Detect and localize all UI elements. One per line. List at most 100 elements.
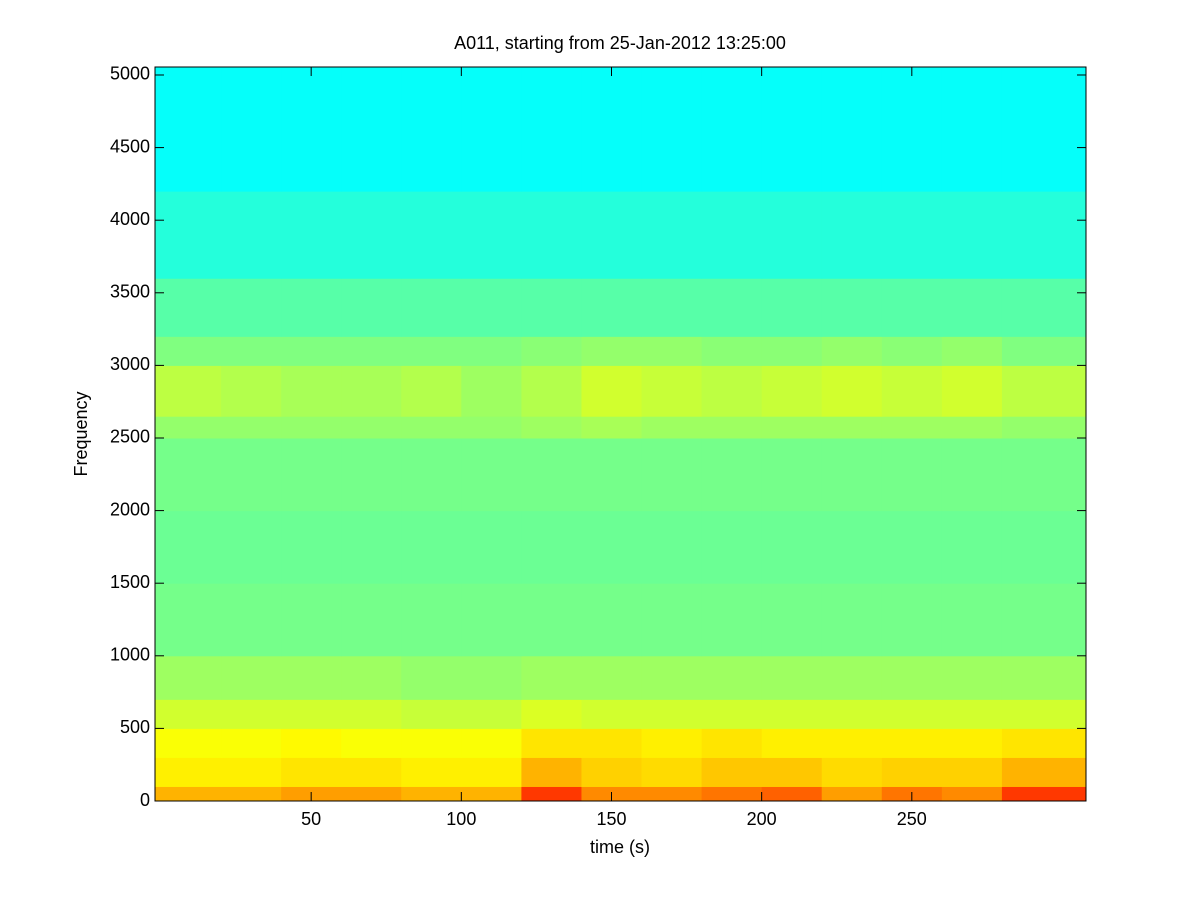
cell [761, 510, 823, 584]
cell [641, 757, 703, 787]
cell [641, 365, 703, 417]
cell [941, 437, 1003, 512]
cell [941, 583, 1003, 657]
cell [281, 67, 342, 192]
cell [221, 757, 282, 787]
cell [941, 728, 1003, 758]
cell [821, 365, 883, 417]
cell [941, 655, 1003, 700]
heatmap [155, 67, 1087, 802]
cell [221, 191, 282, 279]
cell [461, 757, 522, 787]
cell [155, 786, 222, 802]
cell [641, 336, 703, 366]
cell [1001, 67, 1087, 192]
cell [581, 510, 643, 584]
y-tick-label: 1000 [110, 645, 150, 665]
cell [641, 67, 703, 192]
cell [881, 437, 943, 512]
y-axis-label: Frequency [71, 391, 91, 476]
cell [581, 336, 643, 366]
y-tick-label: 2000 [110, 499, 150, 519]
cell [1001, 336, 1087, 366]
x-tick-label: 50 [301, 809, 321, 829]
cell [341, 699, 402, 729]
cell [581, 699, 643, 729]
cell [761, 786, 823, 802]
y-tick-label: 3000 [110, 354, 150, 374]
cell [581, 278, 643, 337]
cell [401, 583, 462, 657]
cell [821, 416, 883, 439]
cell [581, 655, 643, 700]
cell [521, 336, 582, 366]
cell [155, 67, 222, 192]
cell [155, 336, 222, 366]
cell [641, 583, 703, 657]
cell [281, 416, 342, 439]
cell [581, 757, 643, 787]
cell [881, 699, 943, 729]
x-tick-label: 150 [596, 809, 626, 829]
cell [461, 416, 522, 439]
cell [1001, 191, 1087, 279]
cell [701, 510, 763, 584]
cell [155, 510, 222, 584]
cell [341, 757, 402, 787]
cell [941, 699, 1003, 729]
cell [581, 416, 643, 439]
cell [941, 510, 1003, 584]
cell [521, 728, 582, 758]
cell [821, 278, 883, 337]
cell [701, 728, 763, 758]
cell [761, 583, 823, 657]
cell [401, 655, 462, 700]
cell [461, 583, 522, 657]
cell [461, 728, 522, 758]
cell [281, 365, 342, 417]
cell [461, 67, 522, 192]
cell [401, 416, 462, 439]
cell [1001, 699, 1087, 729]
cell [941, 191, 1003, 279]
cell [341, 510, 402, 584]
cell [821, 655, 883, 700]
cell [641, 437, 703, 512]
y-tick-label: 2500 [110, 427, 150, 447]
cell [281, 191, 342, 279]
cell [701, 67, 763, 192]
cell [341, 583, 402, 657]
cell [881, 416, 943, 439]
cell [1001, 510, 1087, 584]
y-tick-label: 4500 [110, 136, 150, 156]
cell [641, 191, 703, 279]
y-tick-label: 3500 [110, 282, 150, 302]
cell [581, 191, 643, 279]
cell [221, 437, 282, 512]
chart-title: A011, starting from 25-Jan-2012 13:25:00 [454, 33, 786, 53]
cell [461, 365, 522, 417]
cell [281, 583, 342, 657]
cell [761, 67, 823, 192]
cell [281, 728, 342, 758]
cell [821, 437, 883, 512]
cell [401, 786, 462, 802]
cell [821, 757, 883, 787]
cell [701, 416, 763, 439]
cell [281, 336, 342, 366]
cell [701, 437, 763, 512]
y-tick-label: 4000 [110, 209, 150, 229]
cell [1001, 757, 1087, 787]
cell [521, 699, 582, 729]
cell [821, 728, 883, 758]
cell [821, 583, 883, 657]
cell [521, 278, 582, 337]
cell [941, 757, 1003, 787]
cell [941, 278, 1003, 337]
cell [155, 365, 222, 417]
cell [461, 786, 522, 802]
cell [641, 699, 703, 729]
cell [941, 336, 1003, 366]
cell [341, 365, 402, 417]
cell [701, 365, 763, 417]
